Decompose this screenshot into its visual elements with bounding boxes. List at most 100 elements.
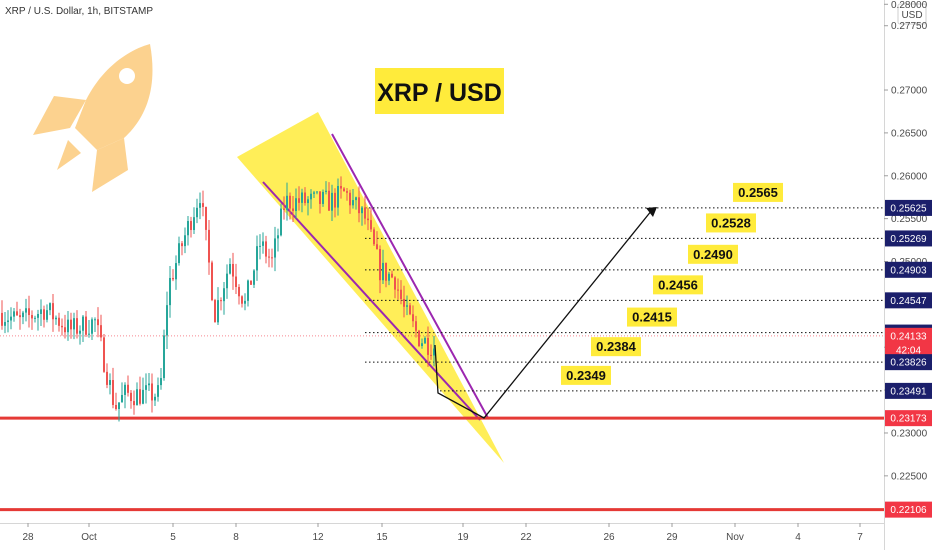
candle-body (364, 207, 366, 219)
symbol-info[interactable]: XRP / U.S. Dollar, 1h, BITSTAMP (5, 6, 153, 17)
candle-body (112, 380, 114, 405)
candle-body (247, 280, 249, 301)
candle-body (31, 315, 33, 319)
x-tick-label: 12 (312, 532, 324, 543)
candle-body (391, 273, 393, 278)
candle-body (343, 188, 345, 192)
candle-body (355, 197, 357, 201)
price-tag-box (885, 410, 932, 427)
candle-body (376, 244, 378, 250)
rocket-icon (33, 44, 153, 192)
price-tag-box (885, 382, 932, 399)
candle-body (310, 193, 312, 200)
target-label: 0.2384 (596, 339, 637, 354)
candle-body (115, 404, 117, 409)
candle-body (397, 289, 399, 291)
candle-body (136, 389, 138, 406)
target-label: 0.2349 (566, 368, 606, 383)
candle-body (316, 191, 318, 193)
candle-body (319, 191, 321, 204)
candle-body (337, 185, 339, 208)
candle-body (223, 288, 225, 302)
candle-body (10, 316, 12, 321)
candle-body (295, 198, 297, 211)
candle-body (121, 394, 123, 403)
candle-body (106, 371, 108, 385)
candle-body (301, 192, 303, 203)
candle-body (181, 243, 183, 247)
candle-body (241, 296, 243, 304)
candle-body (73, 318, 75, 330)
candles (1, 176, 435, 422)
price-tag-box (885, 261, 932, 278)
candle-body (361, 207, 363, 214)
candle-body (202, 203, 204, 207)
price-tag-label: 0.24133 (890, 331, 927, 342)
candle-body (268, 256, 270, 258)
candle-body (25, 308, 27, 313)
target-label-box (688, 244, 738, 264)
support-lines (0, 416, 884, 512)
candle-body (265, 241, 267, 257)
candle-body (145, 385, 147, 390)
candle-body (427, 337, 429, 355)
x-tick-label: 19 (457, 532, 469, 543)
candle-body (244, 300, 246, 304)
candle-body (67, 319, 69, 333)
candle-body (160, 378, 162, 386)
candle-body (103, 337, 105, 372)
candle-body (61, 325, 63, 328)
candle-body (190, 221, 192, 231)
price-tag-box (885, 292, 932, 309)
candle-body (358, 197, 360, 214)
candle-body (418, 330, 420, 347)
target-label-box (653, 275, 703, 295)
y-tick-label: 0.26500 (891, 128, 928, 139)
candle-body (259, 245, 261, 247)
candle-body (307, 199, 309, 204)
target-label: 0.2456 (658, 277, 698, 292)
candle-body (85, 316, 87, 335)
candle-body (271, 257, 273, 259)
candle-body (403, 298, 405, 307)
candle-body (406, 305, 408, 307)
target-label-box (561, 365, 611, 385)
price-tag-box (885, 341, 932, 358)
candle-body (346, 191, 348, 193)
candle-body (250, 280, 252, 285)
y-tick-label: 0.26000 (891, 171, 928, 182)
candle-body (334, 192, 336, 208)
candle-body (88, 333, 90, 335)
candle-body (304, 192, 306, 204)
x-tick-label: Oct (81, 532, 97, 543)
candle-body (388, 273, 390, 281)
candle-body (352, 200, 354, 206)
x-tick-label: 4 (795, 532, 801, 543)
candle-body (325, 190, 327, 192)
x-tick-label: 22 (520, 532, 532, 543)
target-label-box (733, 182, 783, 202)
candle-body (13, 311, 15, 317)
candle-body (220, 300, 222, 302)
price-tag-label: 0.23826 (890, 358, 927, 369)
currency-box[interactable] (897, 3, 927, 25)
candle-body (286, 195, 288, 210)
candle-body (52, 303, 54, 320)
candle-body (76, 318, 78, 334)
candle-body (184, 235, 186, 247)
y-tick-label: 0.28000 (891, 0, 928, 11)
candle-body (97, 319, 99, 326)
candle-body (193, 217, 195, 231)
candle-body (229, 263, 231, 274)
candle-body (16, 311, 18, 316)
wedge-lower-line (262, 181, 481, 421)
candle-body (328, 190, 330, 211)
x-tick-label: 29 (666, 532, 678, 543)
target-label: 0.2528 (711, 215, 751, 230)
candle-body (322, 191, 324, 204)
candle-body (7, 320, 9, 323)
price-tag-label: 0.24547 (890, 296, 927, 307)
candle-body (214, 300, 216, 323)
price-tag-label: 0.23173 (890, 414, 927, 425)
